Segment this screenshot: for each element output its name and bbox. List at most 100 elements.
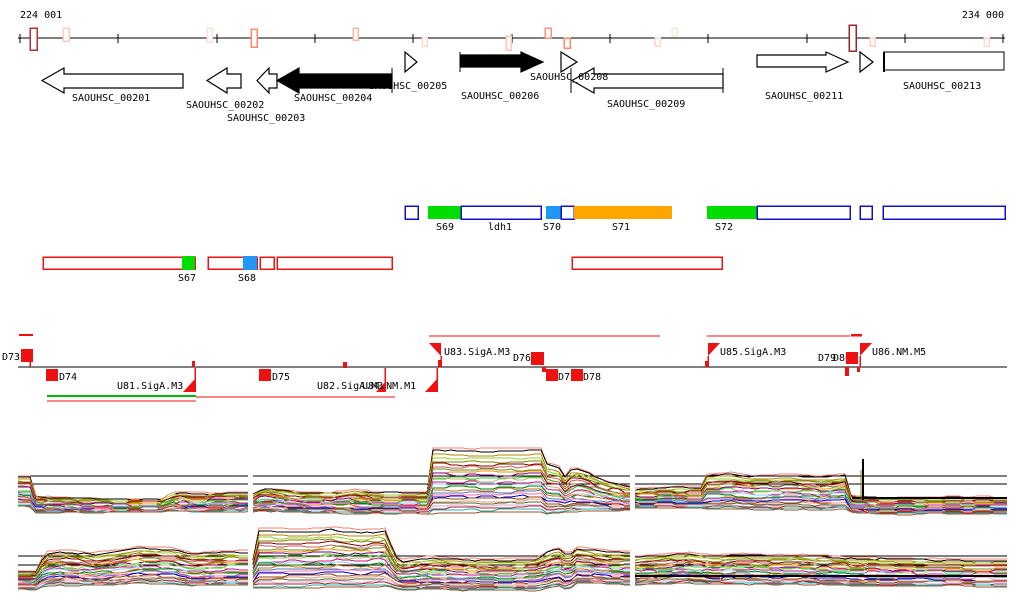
variant-mark[interactable] (352, 27, 359, 41)
segment-box[interactable] (546, 206, 561, 219)
trace-line (635, 490, 1007, 508)
variant-mark[interactable] (206, 27, 213, 43)
gene-arrow[interactable] (40, 66, 184, 95)
d-marker-box[interactable] (21, 349, 33, 362)
gene-SAOUHSC_00213[interactable] (883, 51, 1005, 72)
segment-box[interactable] (574, 206, 672, 219)
u-marker-label: U84.NM.M1 (362, 381, 416, 392)
u-marker-U86.NM.M5[interactable]: U86.NM.M5 (859, 343, 926, 367)
trace-line (634, 565, 1007, 574)
trace-line (634, 498, 1007, 512)
gene-unlabeled[interactable] (859, 50, 874, 74)
gene-SAOUHSC_00204[interactable] (275, 66, 393, 95)
u-marker-U82.SigA.M3[interactable]: U82.SigA.M3 (317, 362, 386, 392)
d-marker-box[interactable] (46, 369, 58, 381)
segment-box[interactable] (756, 205, 851, 220)
d-marker-D77[interactable] (546, 369, 558, 381)
u-marker-U85.SigA.M3[interactable]: U85.SigA.M3 (705, 343, 786, 367)
gene-SAOUHSC_00205[interactable] (404, 50, 418, 74)
segment-box[interactable] (428, 206, 461, 219)
segment-label: S68 (238, 273, 256, 284)
segment-box[interactable] (182, 256, 195, 270)
u-marker-label: U81.SigA.M3 (117, 381, 183, 392)
variant-mark[interactable] (29, 27, 38, 51)
flag-icon (425, 379, 437, 392)
trace-line (18, 505, 249, 514)
d-marker-D75[interactable] (259, 369, 271, 381)
segment-label: S67 (178, 273, 196, 284)
variant-mark[interactable] (654, 37, 661, 47)
segment-box[interactable] (859, 205, 873, 220)
variant-mark[interactable] (671, 27, 678, 37)
gene-SAOUHSC_00211[interactable] (756, 51, 850, 73)
ruler-end-label: 234 000 (961, 10, 1004, 21)
variant-mark[interactable] (250, 28, 258, 48)
gene-label: SAOUHSC_00211 (765, 91, 843, 102)
gene-SAOUHSC_00201[interactable] (40, 66, 184, 95)
u-marker-U81.SigA.M3[interactable]: U81.SigA.M3 (117, 361, 196, 392)
u-marker-U84.NM.M1[interactable]: U84.NM.M1 (362, 368, 438, 392)
tick-mark (438, 360, 442, 367)
d-marker-box[interactable] (259, 369, 271, 381)
gene-SAOUHSC_00208[interactable] (560, 50, 579, 74)
gene-label: SAOUHSC_00206 (461, 91, 539, 102)
trace-line (634, 566, 1007, 575)
trace-line (252, 468, 630, 501)
gene-arrow[interactable] (756, 51, 850, 73)
gene-SAOUHSC_00206[interactable] (459, 51, 545, 73)
trace-line (18, 550, 248, 575)
variant-mark[interactable] (544, 27, 552, 39)
gene-triangle[interactable] (560, 50, 579, 74)
segment-box[interactable] (243, 256, 257, 270)
segment-box[interactable] (707, 206, 757, 219)
d-marker-D73[interactable] (21, 349, 33, 367)
d-marker-D78[interactable] (571, 369, 583, 381)
d-marker-D74[interactable] (46, 369, 58, 381)
variant-mark[interactable] (848, 24, 857, 52)
segment-box[interactable] (404, 205, 419, 220)
gene-label: SAOUHSC_00205 (369, 81, 447, 92)
segment-box[interactable] (882, 205, 1006, 220)
gene-arrow[interactable] (256, 66, 278, 95)
trace-line (18, 475, 248, 500)
u-marker-label: U86.NM.M5 (872, 347, 926, 358)
gene-SAOUHSC_00209[interactable] (570, 66, 724, 95)
u-marker-U83.SigA.M3[interactable]: U83.SigA.M3 (429, 343, 510, 367)
gene-label: SAOUHSC_00204 (294, 93, 372, 104)
gene-arrow[interactable] (205, 66, 242, 95)
segment-box[interactable] (42, 256, 196, 270)
gene-SAOUHSC_00202[interactable] (205, 66, 242, 95)
gene-SAOUHSC_00203[interactable] (256, 66, 278, 95)
gene-track (40, 50, 1005, 95)
d-marker-box[interactable] (571, 369, 583, 381)
variant-mark[interactable] (421, 36, 428, 47)
trace-line (634, 480, 1007, 503)
d-marker-box[interactable] (546, 369, 558, 381)
variant-mark[interactable] (869, 37, 876, 47)
gene-arrow[interactable] (460, 51, 545, 73)
u-marker-label: U82.SigA.M3 (317, 381, 383, 392)
variant-mark[interactable] (505, 35, 512, 51)
d-marker-box[interactable] (846, 352, 858, 364)
d-marker-label: D73 (2, 352, 20, 363)
segment-box[interactable] (571, 256, 723, 270)
gene-triangle[interactable] (404, 50, 418, 74)
trace-line (252, 578, 630, 589)
d-marker-box[interactable] (531, 352, 544, 365)
trace-line (252, 460, 630, 499)
gene-triangle[interactable] (859, 50, 874, 74)
gene-box[interactable] (883, 51, 1005, 71)
ruler-track (18, 24, 1005, 52)
variant-mark[interactable] (62, 27, 70, 42)
variant-mark[interactable] (563, 37, 571, 49)
feature-track: D80 D73 D74 D75 D76 D77 D78 D79 U81.SigA.M3 U82.S… (2, 333, 1007, 402)
d-marker-D76[interactable] (531, 352, 546, 372)
variant-mark[interactable] (983, 37, 990, 47)
d-marker-label: D79 (818, 353, 836, 364)
segment-box[interactable] (276, 256, 393, 270)
trace-line (252, 538, 630, 568)
segment-box[interactable] (560, 205, 575, 220)
segment-box[interactable] (460, 205, 542, 220)
segment-box[interactable] (259, 256, 275, 270)
d-marker-D79[interactable] (845, 352, 858, 376)
